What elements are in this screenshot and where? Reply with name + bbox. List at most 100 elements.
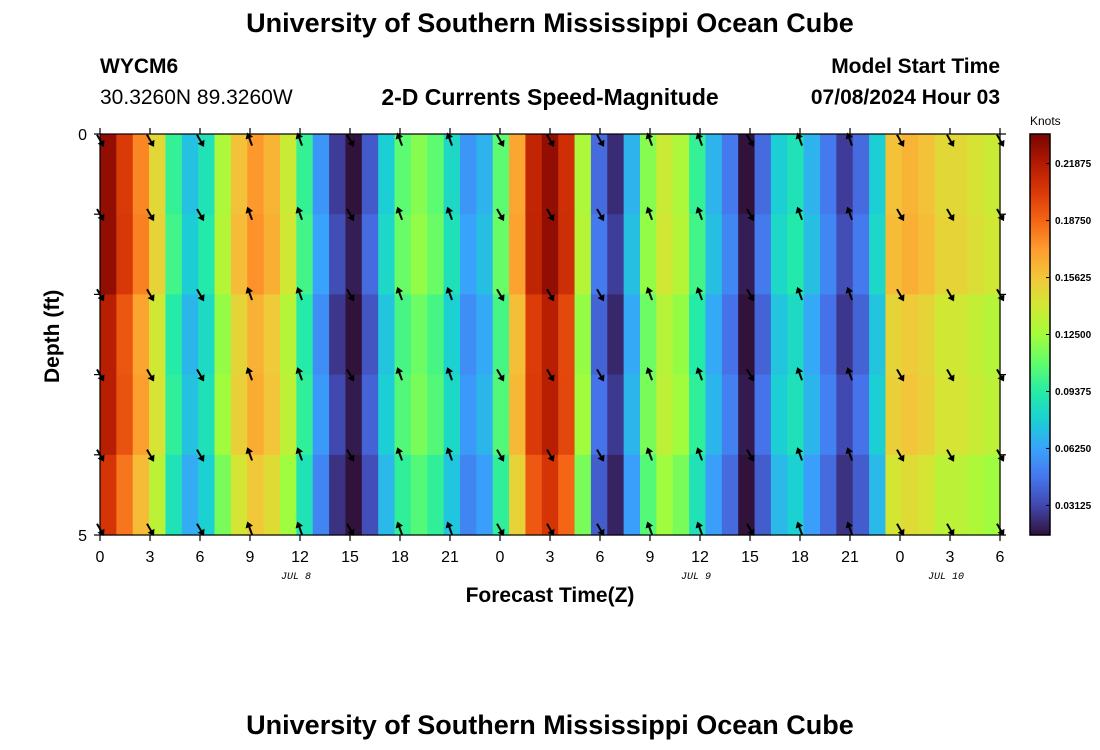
- arrow-head: [295, 447, 304, 455]
- colorbar-tick-label: 0.03125: [1055, 501, 1092, 512]
- arrow-head: [897, 139, 905, 147]
- current-arrow: [346, 288, 355, 302]
- heatmap-cell: [541, 214, 559, 295]
- current-arrow: [645, 367, 654, 381]
- heatmap-cell: [967, 374, 985, 456]
- x-tick-label: 15: [341, 549, 359, 566]
- current-arrow: [746, 368, 755, 382]
- heatmap-cell: [803, 454, 821, 536]
- heatmap-cell: [410, 294, 428, 376]
- heatmap-cell: [492, 214, 510, 295]
- arrow-head: [695, 206, 704, 214]
- heatmap-cell: [656, 214, 674, 295]
- heatmap-cell: [280, 134, 297, 215]
- chart-subtitle: 2-D Currents Speed-Magnitude: [381, 84, 719, 110]
- heatmap-cell: [312, 134, 330, 215]
- heatmap-cell: [116, 374, 134, 456]
- heatmap-cell: [754, 134, 772, 215]
- heatmap-cell: [820, 374, 837, 456]
- day-label: JUL 10: [928, 572, 964, 583]
- arrow-head: [845, 367, 854, 375]
- x-tick-label: 3: [146, 549, 155, 566]
- heatmap-cell: [296, 294, 314, 376]
- heatmap-cell: [934, 454, 952, 536]
- heatmap-cell: [181, 374, 199, 456]
- heatmap-cell: [329, 374, 347, 456]
- arrow-head: [497, 454, 505, 462]
- heatmap-cell: [312, 214, 330, 295]
- heatmap-cell: [852, 214, 870, 295]
- heatmap-cell: [885, 374, 903, 456]
- arrow-head: [497, 139, 505, 147]
- arrow-head: [147, 454, 155, 462]
- current-arrow: [445, 206, 454, 221]
- heatmap-cell: [181, 214, 199, 295]
- heatmap-cell: [247, 294, 265, 376]
- arrow-head: [197, 139, 205, 147]
- current-arrow: [196, 523, 205, 536]
- heatmap-cell: [738, 374, 756, 456]
- heatmap-cell: [100, 134, 117, 215]
- heatmap-cell: [443, 374, 461, 456]
- heatmap-cell: [885, 134, 903, 215]
- arrow-head: [947, 294, 955, 302]
- heatmap-cell: [934, 134, 952, 215]
- heatmap-cell: [705, 454, 723, 536]
- heatmap-cell: [869, 374, 887, 456]
- heatmap-cell: [345, 134, 363, 215]
- current-arrow: [245, 521, 254, 535]
- heatmap-cell: [476, 454, 494, 536]
- arrow-head: [197, 213, 205, 222]
- heatmap-cell: [721, 134, 739, 215]
- heatmap-cell: [280, 374, 297, 456]
- heatmap-cell: [165, 374, 183, 456]
- heatmap-cell: [983, 454, 1001, 536]
- arrow-head: [597, 139, 605, 147]
- current-arrow: [946, 208, 955, 222]
- arrow-head: [497, 294, 505, 302]
- heatmap-cell: [443, 134, 461, 215]
- current-arrow: [746, 134, 755, 147]
- arrow-head: [547, 294, 555, 302]
- heatmap-cell: [525, 134, 543, 215]
- heatmap-cell: [181, 454, 199, 536]
- heatmap-cell: [132, 294, 150, 376]
- heatmap-cell: [100, 454, 117, 536]
- arrow-head: [597, 528, 605, 536]
- heatmap-cell: [901, 294, 919, 376]
- current-arrow: [746, 449, 755, 462]
- heatmap-cell: [803, 214, 821, 295]
- x-axis-label: Forecast Time(Z): [465, 584, 635, 607]
- heatmap-cell: [558, 454, 576, 536]
- current-arrow: [196, 134, 205, 147]
- heatmap-cell: [525, 454, 543, 536]
- heatmap-cell: [738, 214, 756, 295]
- x-tick-label: 6: [996, 549, 1005, 566]
- heatmap-cell: [721, 454, 739, 536]
- current-arrow: [196, 208, 205, 222]
- model-start-value: 07/08/2024 Hour 03: [810, 86, 1000, 109]
- current-arrow: [695, 367, 704, 381]
- current-arrow: [295, 367, 304, 381]
- heatmap-cell: [410, 214, 428, 295]
- heatmap-cell: [852, 134, 870, 215]
- x-tick-label: 6: [596, 549, 605, 566]
- heatmap-cell: [476, 374, 494, 456]
- arrow-head: [197, 294, 205, 302]
- current-arrow: [146, 449, 155, 462]
- heatmap-cell: [640, 134, 657, 215]
- current-arrow: [496, 288, 505, 302]
- heatmap-cell: [247, 214, 265, 295]
- heatmap-cell: [525, 374, 543, 456]
- heatmap-cell: [492, 454, 510, 536]
- heatmap-cell: [803, 374, 821, 456]
- heatmap-cell: [296, 374, 314, 456]
- heatmap-cell: [852, 374, 870, 456]
- heatmap-cell: [721, 214, 739, 295]
- current-arrow: [946, 523, 955, 536]
- heatmap-cell: [754, 374, 772, 456]
- heatmap-cell: [770, 134, 788, 215]
- heatmap-cell: [590, 214, 608, 295]
- current-arrow: [795, 367, 804, 381]
- current-arrow: [546, 449, 555, 462]
